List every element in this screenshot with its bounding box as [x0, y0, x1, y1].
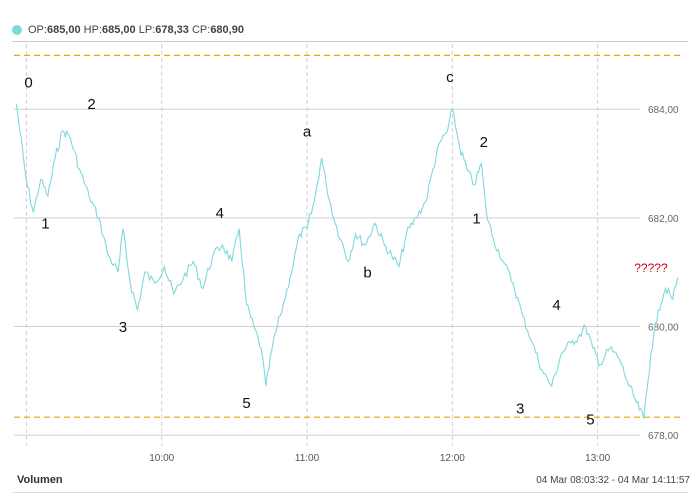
- wave-label: 4: [216, 205, 224, 222]
- legend-cp-label: CP:: [191, 24, 211, 36]
- wave-label: c: [446, 69, 454, 86]
- legend-op-label: OP:: [28, 24, 47, 36]
- wave-label: a: [303, 123, 312, 140]
- legend-lp-value: 678,33: [155, 24, 189, 36]
- y-tick-label: 682,00: [648, 214, 679, 225]
- y-tick-label: 684,00: [648, 105, 679, 116]
- wave-label: 3: [119, 319, 127, 336]
- chart-legend: OP: 685,00 HP: 685,00 LP: 678,33 CP: 680,90: [12, 24, 244, 36]
- wave-label: 3: [516, 400, 524, 417]
- wave-label: 2: [87, 96, 95, 113]
- legend-hp-label: HP:: [83, 24, 103, 36]
- legend-cp-value: 680,90: [210, 24, 244, 36]
- legend-divider: [12, 41, 688, 42]
- wave-label: 1: [472, 210, 480, 227]
- wave-label: 1: [41, 216, 49, 233]
- legend-op-value: 685,00: [46, 24, 81, 36]
- x-tick-label: 11:00: [295, 453, 320, 464]
- wave-label: 2: [480, 134, 488, 151]
- wave-label: 0: [24, 74, 32, 91]
- y-tick-label: 678,00: [648, 431, 679, 442]
- x-tick-label: 13:00: [585, 453, 610, 464]
- question-annotation: ?????: [634, 261, 668, 275]
- wave-label: 5: [242, 395, 250, 412]
- y-tick-label: 680,00: [648, 322, 679, 333]
- series-color-dot: [12, 25, 22, 35]
- wave-label: 4: [552, 297, 560, 314]
- legend-hp-value: 685,00: [102, 24, 136, 36]
- wave-label: 5: [586, 411, 594, 428]
- price-line: [15, 103, 679, 419]
- time-range-label: 04 Mar 08:03:32 - 04 Mar 14:11:57: [536, 475, 690, 486]
- volume-label: Volumen: [17, 474, 63, 486]
- x-tick-label: 10:00: [149, 453, 174, 464]
- legend-lp-label: LP:: [138, 24, 156, 36]
- wave-label: b: [363, 265, 371, 282]
- x-tick-label: 12:00: [440, 453, 465, 464]
